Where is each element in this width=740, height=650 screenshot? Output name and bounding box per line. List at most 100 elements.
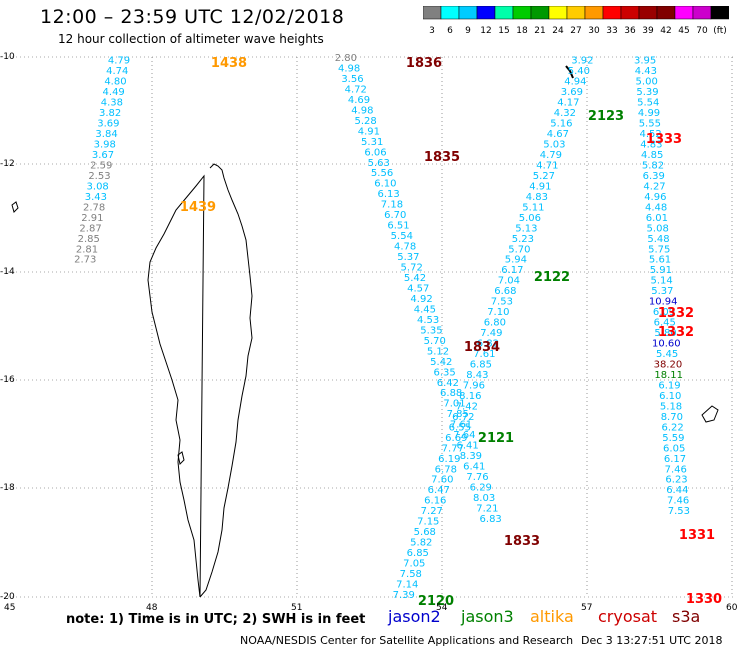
pass-time-label: 1836 — [406, 56, 442, 71]
island-mayotte — [11, 201, 19, 213]
swh-value-label: 5.75 — [648, 244, 670, 255]
swh-value-label: 6.01 — [646, 213, 668, 224]
swh-value-label: 3.69 — [561, 87, 583, 98]
swh-value-label: 18.11 — [654, 370, 683, 381]
swh-value-label: 6.78 — [435, 464, 457, 475]
swh-value-label: 6.23 — [665, 475, 687, 486]
swh-value-label: 7.18 — [381, 200, 403, 211]
lat-tick-label: -16 — [0, 375, 15, 385]
swh-value-label: 8.39 — [460, 451, 482, 462]
swh-value-label: 5.37 — [651, 286, 673, 297]
swh-value-label: 4.94 — [564, 77, 586, 88]
swh-value-label: 6.06 — [364, 147, 386, 158]
swh-value-label: 3.84 — [95, 129, 117, 140]
swh-value-label: 6.51 — [387, 221, 409, 232]
swh-value-label: 5.48 — [647, 234, 669, 245]
swh-value-label: 4.48 — [645, 202, 667, 213]
swh-value-label: 3.95 — [634, 56, 656, 67]
swh-value-label: 6.55 — [449, 422, 471, 433]
swh-value-label: 7.10 — [487, 307, 509, 318]
map-subtitle: 12 hour collection of altimeter wave hei… — [58, 32, 324, 46]
swh-value-label: 5.68 — [414, 527, 436, 538]
swh-value-label: 8.16 — [459, 391, 481, 402]
lon-tick-label: 54 — [436, 603, 448, 613]
swh-value-label: 6.13 — [378, 189, 400, 200]
colorbar-tick-label: 18 — [516, 26, 528, 36]
swh-value-label: 6.29 — [470, 483, 492, 494]
swh-value-label: 4.98 — [338, 63, 360, 74]
swh-value-label: 4.80 — [104, 77, 126, 88]
swh-value-label: 3.56 — [341, 74, 363, 85]
swh-value-label: 4.83 — [526, 192, 548, 203]
swh-value-label: 6.41 — [463, 462, 485, 473]
swh-value-label: 6.85 — [407, 548, 429, 559]
colorbar-tick-label: 9 — [465, 26, 471, 36]
swh-value-label: 6.16 — [424, 496, 446, 507]
pass-time-label: 1332 — [658, 325, 694, 340]
swh-value-label: 5.16 — [550, 119, 572, 130]
swh-value-label: 5.70 — [508, 244, 530, 255]
swh-value-label: 7.46 — [665, 464, 687, 475]
lon-tick-label: 51 — [291, 603, 303, 613]
colorbar-tick-label: 15 — [498, 26, 509, 36]
swh-value-label: 4.32 — [554, 108, 576, 119]
swh-value-label: 5.03 — [543, 140, 565, 151]
swh-value-label: 4.69 — [348, 95, 370, 106]
swh-value-label: 5.91 — [650, 265, 672, 276]
swh-value-label: 5.12 — [427, 346, 449, 357]
swh-value-label: 7.53 — [491, 297, 513, 308]
swh-value-label: 7.61 — [473, 349, 495, 360]
swh-value-label: 6.05 — [663, 443, 685, 454]
lat-tick-label: -18 — [0, 483, 15, 493]
swh-value-label: 6.42 — [437, 378, 459, 389]
swh-value-label: 8.43 — [466, 370, 488, 381]
legend-cryosat: cryosat — [598, 607, 658, 626]
swh-value-label: 5.70 — [424, 336, 446, 347]
colorbar-tick-label: 12 — [480, 26, 491, 36]
colorbar-swatch — [710, 6, 729, 20]
swh-value-label: 5.94 — [505, 255, 527, 266]
swh-value-label: 4.74 — [106, 66, 128, 77]
swh-value-label: 5.27 — [533, 171, 555, 182]
swh-value-label: 7.01 — [443, 399, 465, 410]
swh-value-label: 6.41 — [456, 441, 478, 452]
swh-value-label: 5.37 — [397, 252, 419, 263]
lat-tick-label: -12 — [0, 159, 15, 169]
swh-value-label: 6.17 — [664, 454, 686, 465]
swh-value-label: 6.09 — [653, 307, 675, 318]
legend-s3a: s3a — [672, 607, 701, 626]
legend-jason3: jason3 — [461, 607, 514, 626]
swh-value-label: 6.69 — [445, 433, 467, 444]
colorbar-tick-label: 30 — [588, 26, 600, 36]
swh-value-label: 5.39 — [636, 87, 658, 98]
swh-value-label: 4.96 — [644, 192, 666, 203]
pass-time-label: 1835 — [424, 150, 460, 165]
colorbar-tick-label: 39 — [642, 26, 654, 36]
swh-value-label: 6.39 — [643, 171, 665, 182]
colorbar-tick-label: 21 — [534, 26, 545, 36]
swh-value-label: 5.82 — [642, 160, 664, 171]
legend-altika: altika — [530, 607, 574, 626]
swh-value-label: 7.21 — [476, 503, 498, 514]
swh-value-label: 2.91 — [81, 213, 103, 224]
swh-value-label: 5.28 — [354, 116, 376, 127]
island-agalega — [565, 65, 574, 79]
madagascar-coastline — [147, 163, 253, 598]
swh-value-label: 38.20 — [654, 360, 683, 371]
island-reunion — [701, 405, 719, 423]
pass-time-label: 1332 — [658, 306, 694, 321]
swh-value-label: 3.43 — [85, 192, 107, 203]
swh-value-label: 7.39 — [393, 590, 415, 601]
swh-value-label: 2.81 — [76, 244, 98, 255]
swh-value-label: 5.56 — [371, 168, 393, 179]
swh-value-label: 6.19 — [658, 380, 680, 391]
colorbar-tick-label: 6 — [447, 26, 453, 36]
swh-value-label: 5.80 — [654, 328, 676, 339]
lon-tick-label: 48 — [146, 603, 158, 613]
swh-value-label: 10.94 — [649, 297, 678, 308]
pass-time-label: 1834 — [464, 340, 500, 355]
island-small-1 — [177, 451, 185, 465]
swh-value-label: 6.70 — [384, 210, 406, 221]
swh-value-label: 6.19 — [438, 454, 460, 465]
